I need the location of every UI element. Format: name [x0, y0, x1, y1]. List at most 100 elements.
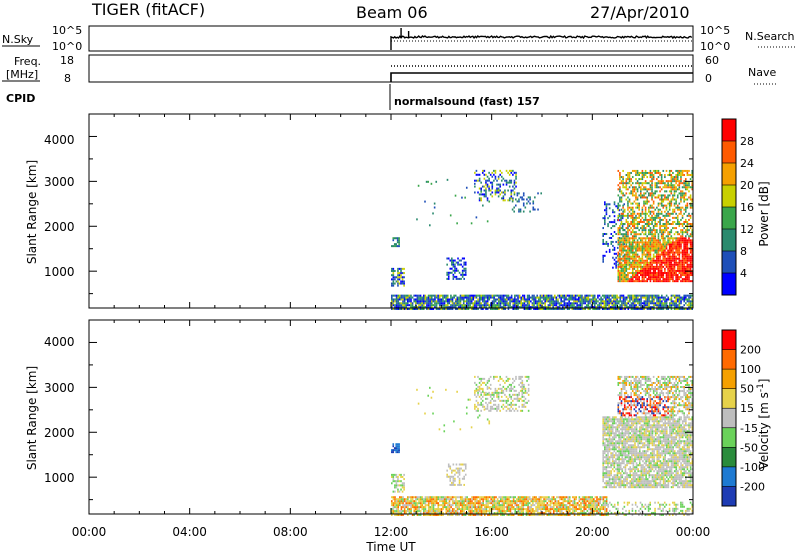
scatter-cell: [630, 257, 632, 260]
scatter-cell: [659, 225, 661, 228]
scatter-cell: [628, 280, 631, 283]
scatter-cell: [440, 294, 443, 297]
scatter-cell: [662, 255, 665, 258]
scatter-cell: [477, 514, 480, 516]
scatter-cell: [654, 304, 657, 307]
scatter-cell: [602, 254, 604, 257]
scatter-cell: [656, 304, 658, 307]
scatter-cell: [667, 269, 669, 272]
scatter-cell: [502, 191, 505, 194]
scatter-cell: [649, 174, 652, 177]
scatter-cell: [523, 308, 526, 310]
scatter-cell: [621, 300, 623, 303]
scatter-cell: [689, 255, 692, 258]
scatter-cell: [680, 265, 682, 268]
scatter-cell: [628, 278, 631, 281]
scatter-cell: [667, 227, 669, 230]
scatter-cell: [538, 498, 541, 501]
scatter-cell: [673, 304, 676, 307]
scatter-cell: [454, 294, 457, 297]
scatter-cell: [625, 180, 628, 183]
scatter-cell: [623, 255, 626, 258]
scatter-cell: [454, 306, 457, 309]
scatter-cell: [638, 302, 641, 305]
scatter-cell: [456, 496, 459, 499]
scatter-cell: [623, 278, 626, 281]
scatter-cell: [675, 296, 678, 299]
scatter-cell: [573, 296, 575, 299]
scatter-cell: [532, 496, 534, 499]
scatter-cell: [680, 247, 682, 250]
scatter-cell: [620, 240, 622, 243]
scatter-cell: [643, 218, 645, 221]
scatter-cell: [510, 306, 513, 309]
scatter-cell: [667, 180, 669, 183]
scatter-cell: [630, 245, 632, 248]
scatter-cell: [627, 274, 629, 277]
scatter-cell: [557, 510, 560, 513]
scatter-cell: [665, 198, 668, 201]
scatter-cell: [419, 496, 422, 499]
scatter-cell: [434, 512, 436, 515]
scatter-cell: [560, 294, 562, 297]
scatter-cell: [648, 298, 650, 301]
scatter-cell: [538, 500, 541, 503]
scatter-cell: [397, 506, 400, 509]
scatter-cell: [571, 308, 574, 310]
scatter-cell: [453, 496, 456, 499]
scatter-cell: [686, 255, 689, 258]
scatter-cell: [621, 217, 624, 220]
scatter-cell: [660, 176, 663, 179]
scatter-cell: [620, 249, 623, 252]
scatter-cell: [654, 245, 657, 248]
scatter-cell: [515, 173, 517, 176]
scatter-cell: [670, 255, 673, 258]
scatter-cell: [680, 223, 682, 226]
scatter-cell: [488, 296, 491, 299]
scatter-cell: [667, 278, 669, 281]
scatter-cell: [681, 503, 684, 506]
scatter-cell: [657, 233, 660, 236]
scatter-cell: [668, 190, 671, 193]
scatter-cell: [627, 259, 629, 262]
scatter-cell: [684, 229, 687, 232]
scatter-cell: [446, 302, 449, 305]
scatter-cell: [518, 302, 521, 305]
scatter-cell: [670, 243, 673, 246]
scatter-cell: [502, 177, 505, 180]
scatter-cell: [501, 514, 504, 516]
scatter-cell: [427, 508, 430, 511]
scatter-cell: [637, 296, 639, 299]
scatter-cell: [535, 498, 537, 501]
scatter-cell: [549, 304, 551, 307]
scatter-cell: [636, 223, 639, 226]
scatter-cell: [514, 500, 517, 503]
scatter-cell: [676, 184, 679, 187]
scatter-cell: [659, 253, 661, 256]
scatter-cell: [673, 204, 676, 207]
scatter-cell: [475, 169, 478, 172]
scatter-cell: [398, 480, 401, 483]
scatter-cell: [411, 500, 414, 503]
scatter-cell: [496, 302, 499, 305]
scatter-cell: [491, 183, 494, 186]
scatter-cell: [668, 214, 671, 217]
scatter-cell: [392, 302, 395, 305]
scatter-cell: [454, 302, 457, 305]
scatter-cell: [670, 231, 673, 234]
scatter-cell: [652, 247, 655, 250]
scatter-cell: [439, 498, 441, 501]
scatter-cell: [675, 503, 677, 506]
scatter-cell: [398, 484, 401, 487]
scatter-cell: [648, 182, 650, 185]
scatter-cell: [478, 304, 481, 307]
scatter-cell: [593, 294, 596, 297]
scatter-cell: [486, 298, 489, 301]
scatter-cell: [691, 169, 693, 172]
scatter-cell: [597, 304, 599, 307]
scatter-cell: [649, 216, 652, 219]
scatter-cell: [673, 294, 676, 297]
scatter-cell: [456, 508, 459, 511]
scatter-cell: [615, 233, 617, 236]
nsky-right-tick-bottom: 10^0: [700, 40, 730, 53]
